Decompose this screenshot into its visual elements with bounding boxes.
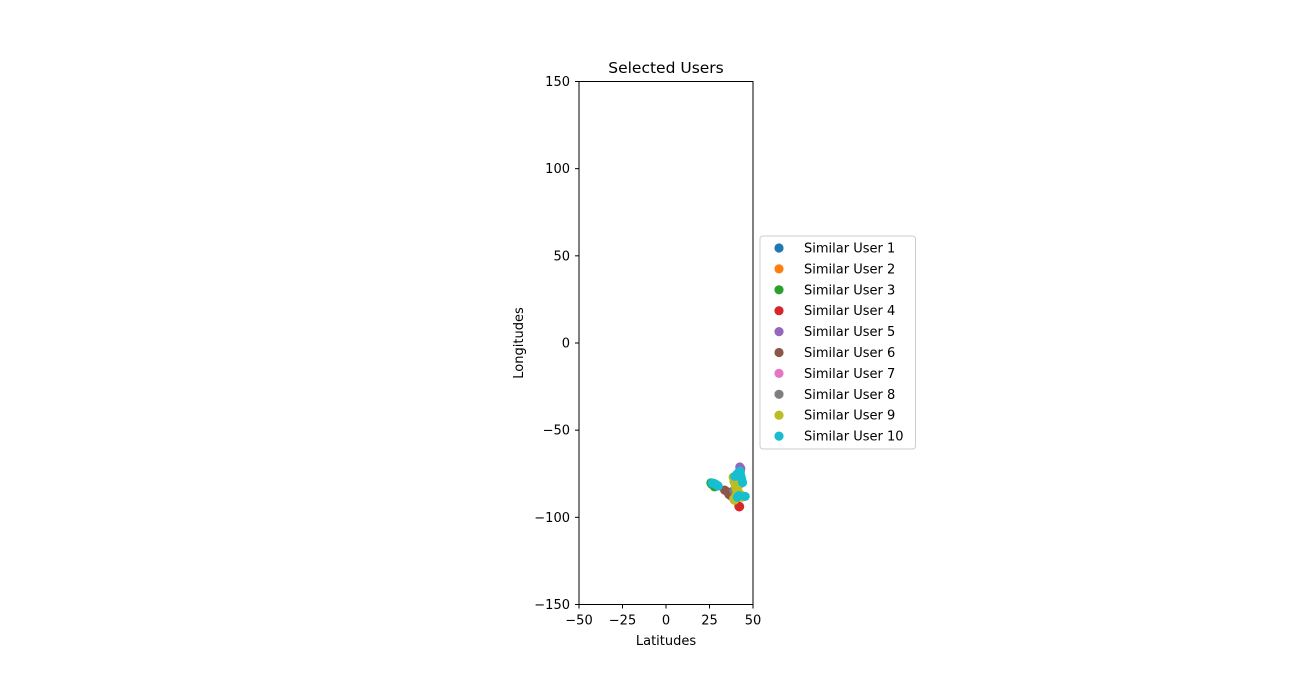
y-tick-label: 50 <box>553 249 570 264</box>
legend-label: Similar User 3 <box>804 283 895 298</box>
legend-label: Similar User 5 <box>804 325 895 340</box>
legend-marker <box>774 264 784 274</box>
y-tick-label: 100 <box>545 162 570 177</box>
legend-marker <box>774 327 784 337</box>
y-tick-label: −50 <box>543 424 570 439</box>
points-layer <box>706 462 750 512</box>
x-tick-label: −25 <box>609 614 636 629</box>
legend-label: Similar User 4 <box>804 304 895 319</box>
chart-title: Selected Users <box>608 59 724 77</box>
x-tick-label: 0 <box>662 614 670 629</box>
x-axis-ticks: −50 −25 0 25 50 <box>565 604 762 629</box>
y-axis-label: Longitudes <box>512 307 527 379</box>
legend-marker <box>774 410 784 420</box>
legend-marker <box>774 368 784 378</box>
y-tick-label: 0 <box>562 337 570 352</box>
data-point-series-4 <box>735 501 745 512</box>
legend-marker <box>774 285 784 295</box>
legend-box <box>759 235 916 450</box>
legend-marker <box>774 243 784 253</box>
data-point-series-10 <box>737 477 748 488</box>
legend-items: Similar User 1 Similar User 2 Similar User… <box>774 242 904 445</box>
legend-label: Similar User 9 <box>804 409 895 424</box>
y-tick-label: −100 <box>534 511 570 526</box>
legend-marker <box>774 347 784 358</box>
legend-marker <box>774 306 784 316</box>
legend-label: Similar User 2 <box>804 262 895 277</box>
y-axis-ticks: 150 100 50 0 −50 −100 −150 <box>534 75 579 613</box>
y-tick-label: 150 <box>545 75 570 90</box>
x-tick-label: 50 <box>745 614 762 629</box>
legend: Similar User 1 Similar User 2 Similar User… <box>759 235 916 450</box>
legend-label: Similar User 7 <box>804 367 895 382</box>
legend-label: Similar User 1 <box>804 242 895 257</box>
legend-label: Similar User 6 <box>804 346 895 361</box>
axes-frame <box>578 81 754 605</box>
data-point-series-10 <box>732 492 742 502</box>
legend-marker <box>774 431 784 441</box>
y-tick-label: −150 <box>534 598 570 613</box>
legend-label: Similar User 8 <box>804 388 895 403</box>
data-point-series-10 <box>713 481 723 491</box>
legend-marker <box>774 389 784 399</box>
legend-label: Similar User 10 <box>804 430 904 445</box>
x-tick-label: −50 <box>565 614 592 629</box>
x-tick-label: 25 <box>701 614 718 629</box>
x-axis-label: Latitudes <box>636 634 697 649</box>
